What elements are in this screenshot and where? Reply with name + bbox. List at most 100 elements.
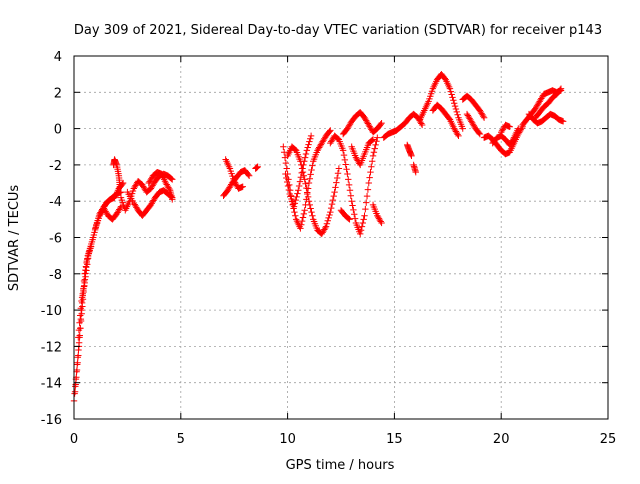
data-point (309, 162, 316, 169)
data-point (377, 121, 384, 128)
x-tick-label: 10 (279, 432, 296, 447)
data-point (309, 212, 316, 219)
data-point (557, 85, 565, 92)
data-point (298, 221, 305, 228)
data-point (297, 174, 305, 181)
data-point (506, 123, 513, 130)
data-point (119, 179, 127, 187)
data-point (454, 131, 461, 138)
data-point (341, 156, 349, 164)
data-point (449, 94, 456, 101)
data-point (83, 259, 90, 267)
data-point (295, 182, 303, 190)
data-point (327, 208, 334, 216)
data-point (298, 161, 305, 169)
data-point (454, 111, 461, 119)
data-point (345, 181, 353, 189)
data-point (346, 187, 354, 194)
data-point (369, 136, 377, 143)
data-point (455, 132, 462, 140)
data-point (76, 319, 83, 327)
grid (74, 56, 608, 419)
data-point (295, 187, 302, 194)
data-point (282, 170, 289, 178)
data-point (345, 215, 352, 222)
data-point (334, 170, 342, 177)
data-point (169, 176, 176, 183)
data-point (357, 227, 365, 234)
data-point (79, 290, 86, 297)
data-point (365, 179, 372, 187)
data-point (78, 294, 86, 301)
data-point (305, 141, 312, 148)
data-point (370, 148, 378, 156)
data-point (364, 186, 372, 193)
data-point (166, 185, 173, 193)
x-tick-label: 25 (600, 432, 617, 447)
data-point (321, 224, 329, 232)
data-point (78, 297, 85, 305)
data-point (349, 202, 356, 209)
data-point (333, 174, 341, 182)
data-point (292, 196, 299, 204)
data-point (85, 248, 93, 256)
data-point (358, 223, 366, 230)
data-point (308, 208, 315, 216)
data-point (245, 172, 253, 179)
y-tick-label: -4 (49, 195, 62, 210)
data-point (307, 135, 314, 142)
data-point (459, 125, 466, 132)
y-tick-label: -10 (41, 304, 62, 319)
data-point (327, 204, 335, 212)
data-point (77, 305, 85, 312)
data-point (301, 154, 309, 161)
y-tick-label: 4 (54, 50, 62, 65)
data-point (80, 283, 88, 290)
data-point (350, 206, 357, 214)
data-point (291, 208, 298, 216)
data-point (297, 158, 304, 165)
data-point (297, 225, 304, 232)
y-tick-label: -16 (41, 413, 62, 428)
x-axis-label: GPS time / hours (286, 458, 395, 473)
data-point (559, 118, 567, 125)
data-point (345, 176, 352, 183)
data-point (347, 192, 355, 199)
data-points (70, 70, 567, 405)
data-point (293, 193, 300, 201)
data-point (75, 334, 82, 341)
y-tick-label: 0 (54, 123, 62, 138)
data-point (76, 312, 84, 319)
data-point (332, 184, 339, 191)
data-point (81, 270, 88, 277)
data-point (368, 158, 376, 165)
data-point (282, 159, 290, 167)
data-point (303, 184, 310, 192)
data-point (290, 203, 298, 210)
data-point (363, 199, 370, 206)
data-point (329, 196, 337, 204)
x-tick-label: 20 (493, 432, 510, 447)
data-point (304, 144, 311, 151)
y-tick-label: -8 (49, 268, 62, 283)
data-point (291, 200, 299, 207)
data-point (327, 127, 334, 134)
data-point (556, 86, 564, 93)
data-point (322, 223, 330, 230)
data-point (280, 143, 287, 150)
data-point (73, 366, 81, 374)
data-point (307, 132, 315, 140)
data-point (451, 102, 459, 110)
data-point (116, 183, 124, 190)
data-point (300, 172, 308, 179)
data-point (330, 192, 337, 200)
data-point (446, 85, 454, 92)
data-point (371, 145, 378, 152)
data-point (340, 151, 348, 159)
data-point (308, 166, 315, 174)
x-tick-label: 0 (70, 432, 78, 447)
data-point (75, 326, 83, 334)
data-point (369, 152, 377, 160)
data-point (359, 219, 366, 227)
